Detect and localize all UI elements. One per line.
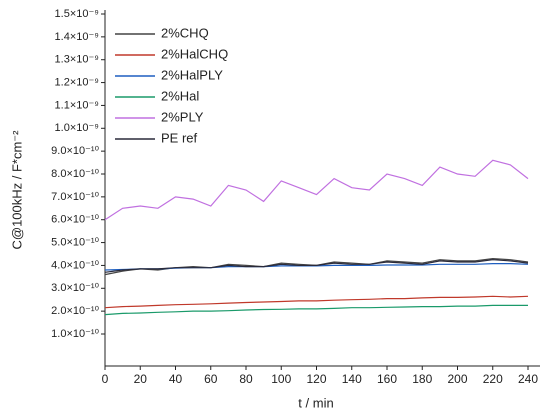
- x-tick-label: 60: [204, 372, 218, 386]
- y-tick-label: 6.0×10⁻¹⁰: [51, 214, 99, 226]
- x-tick-label: 140: [342, 372, 362, 386]
- x-tick-label: 200: [447, 372, 467, 386]
- x-tick-label: 180: [412, 372, 432, 386]
- y-tick-label: 1.4×10⁻⁹: [55, 31, 99, 43]
- series-line: [104, 259, 529, 273]
- series-line: [104, 295, 529, 309]
- y-tick-label: 5.0×10⁻¹⁰: [51, 236, 99, 248]
- y-tick-label: 9.0×10⁻¹⁰: [51, 145, 99, 157]
- y-tick-label: 1.1×10⁻⁹: [55, 99, 99, 111]
- x-tick-label: 0: [102, 372, 109, 386]
- x-tick-label: 240: [518, 372, 538, 386]
- legend-label: 2%CHQ: [161, 25, 209, 40]
- legend-label: 2%HalCHQ: [161, 46, 228, 61]
- series-line: [104, 263, 529, 271]
- y-tick-label: 4.0×10⁻¹⁰: [51, 259, 99, 271]
- y-tick-label: 8.0×10⁻¹⁰: [51, 168, 99, 180]
- legend-label: 2%PLY: [161, 109, 204, 124]
- series-line: [104, 304, 528, 316]
- y-tick-label: 1.0×10⁻⁹: [55, 122, 99, 134]
- series-line: [104, 257, 529, 276]
- y-tick-label: 7.0×10⁻¹⁰: [51, 191, 99, 203]
- y-tick-label: 1.0×10⁻¹⁰: [51, 328, 99, 340]
- y-axis-label: C@100kHz / F*cm⁻²: [9, 130, 24, 250]
- x-tick-label: 120: [306, 372, 326, 386]
- y-tick-label: 1.2×10⁻⁹: [55, 76, 99, 88]
- y-tick-label: 3.0×10⁻¹⁰: [51, 282, 99, 294]
- x-tick-label: 80: [239, 372, 253, 386]
- legend-label: 2%HalPLY: [161, 67, 223, 82]
- legend-label: 2%Hal: [161, 88, 199, 103]
- x-tick-label: 160: [377, 372, 397, 386]
- y-tick-label: 1.3×10⁻⁹: [55, 54, 99, 66]
- x-tick-label: 40: [169, 372, 183, 386]
- x-tick-label: 100: [271, 372, 291, 386]
- legend-label: PE ref: [161, 130, 198, 145]
- y-tick-label: 1.5×10⁻⁹: [55, 8, 99, 20]
- x-tick-label: 20: [134, 372, 148, 386]
- x-axis-label: t / min: [298, 395, 333, 410]
- x-tick-label: 220: [483, 372, 503, 386]
- series-line: [104, 159, 529, 221]
- y-tick-label: 2.0×10⁻¹⁰: [51, 305, 99, 317]
